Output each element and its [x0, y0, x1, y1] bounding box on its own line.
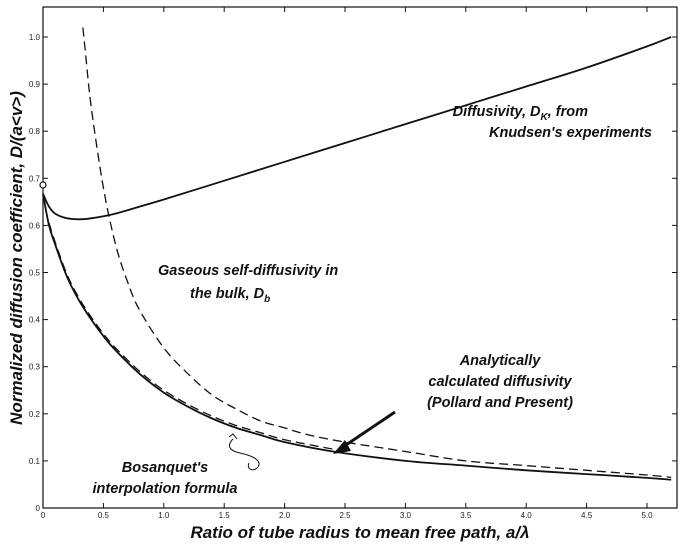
y-tick-label-7: 0.7 — [29, 174, 41, 183]
tick-group: 0 0.5 1.0 1.5 2.0 2.5 3.0 3.5 4.0 4.5 5.0 0 0.1 0.2 0.… — [29, 7, 677, 520]
y-axis-label: Normalized diffusion coefficient, D/(a<v… — [7, 91, 26, 425]
x-axis-label: Ratio of tube radius to mean free path, … — [190, 523, 529, 542]
annotation-analytic-line2: calculated diffusivity — [428, 374, 572, 390]
y-tick-label-8: 0.8 — [29, 127, 41, 136]
x-tick-label-5: 2.5 — [339, 511, 351, 520]
annotation-knudsen-line2: Knudsen's experiments — [489, 125, 652, 141]
y-tick-label-5: 0.5 — [29, 269, 41, 278]
y-tick-label-6: 0.6 — [29, 221, 41, 230]
series-line-3 — [48, 222, 334, 450]
y-tick-label-3: 0.3 — [29, 363, 41, 372]
y-tick-label-10: 1.0 — [29, 33, 41, 42]
annotation-analytic-line3: (Pollard and Present) — [427, 395, 573, 411]
bosanquet-pointer-head — [228, 433, 238, 440]
x-tick-label-0: 0 — [41, 511, 46, 520]
y-tick-label-4: 0.4 — [29, 316, 41, 325]
plot-frame — [42, 6, 678, 509]
series-line-0 — [42, 36, 672, 221]
arrow-head — [333, 440, 351, 454]
y-tick-label-0: 0 — [36, 504, 41, 513]
annotation-analytic-line1: Analytically — [459, 353, 542, 369]
x-tick-label-9: 4.5 — [581, 511, 593, 520]
x-tick-label-1: 0.5 — [98, 511, 110, 520]
x-tick-label-10: 5.0 — [641, 511, 653, 520]
annotation-bulk-line2: the bulk, Db — [190, 286, 270, 305]
x-tick-label-7: 3.5 — [460, 511, 472, 520]
bosanquet-pointer — [229, 438, 260, 471]
x-tick-label-4: 2.0 — [279, 511, 291, 520]
y-tick-label-9: 0.9 — [29, 80, 41, 89]
x-tick-label-2: 1.0 — [158, 511, 170, 520]
x-tick-label-3: 1.5 — [219, 511, 231, 520]
intercept-marker — [39, 181, 47, 189]
annotation-bulk-line1: Gaseous self-diffusivity in — [158, 263, 338, 279]
annotation-bosanquet-line2: interpolation formula — [93, 481, 238, 497]
series-line-2 — [42, 193, 672, 481]
y-tick-label-1: 0.1 — [29, 457, 41, 466]
y-tick-label-2: 0.2 — [29, 410, 41, 419]
arrow-line — [342, 410, 396, 449]
annotation-knudsen-line1: Diffusivity, DK, from — [453, 104, 588, 123]
annotation-bosanquet-line1: Bosanquet's — [122, 460, 208, 476]
series-line-1 — [82, 27, 672, 479]
x-tick-label-8: 4.0 — [521, 511, 533, 520]
x-tick-label-6: 3.0 — [400, 511, 412, 520]
series-group — [42, 27, 672, 481]
